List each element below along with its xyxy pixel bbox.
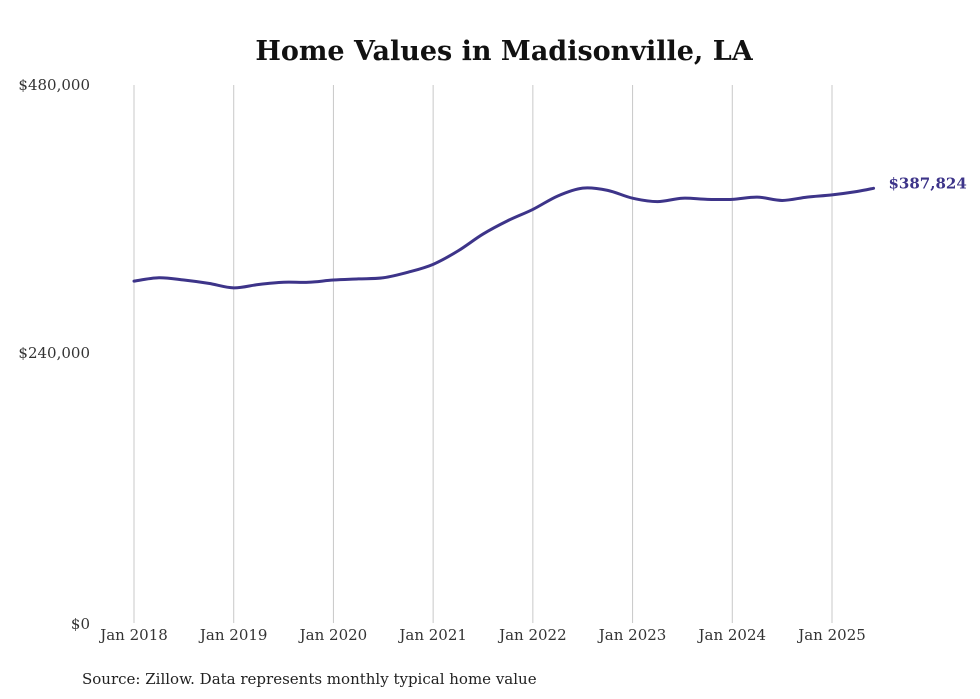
y-tick-label-240000: $240,000 [18,344,90,362]
y-tick-label-480000: $480,000 [18,76,90,94]
grid-lines [133,85,833,623]
x-tick-label-2020: Jan 2020 [298,626,368,644]
x-tick-label-2022: Jan 2022 [497,626,567,644]
chart-title: Home Values in Madisonville, LA [255,36,753,67]
y-tick-label-0: $0 [71,615,90,633]
series-line-home-value [132,186,876,290]
x-tick-label-2019: Jan 2019 [198,626,268,644]
x-tick-label-2023: Jan 2023 [597,626,667,644]
x-tick-label-2021: Jan 2021 [397,626,467,644]
x-tick-label-2025: Jan 2025 [796,626,866,644]
x-axis-ticks: Jan 2018 Jan 2019 Jan 2020 Jan 2021 Jan … [98,626,866,644]
x-tick-label-2024: Jan 2024 [697,626,767,644]
x-tick-label-2018: Jan 2018 [98,626,168,644]
end-value-label: $387,824 [889,174,967,192]
source-note: Source: Zillow. Data represents monthly … [82,670,537,688]
